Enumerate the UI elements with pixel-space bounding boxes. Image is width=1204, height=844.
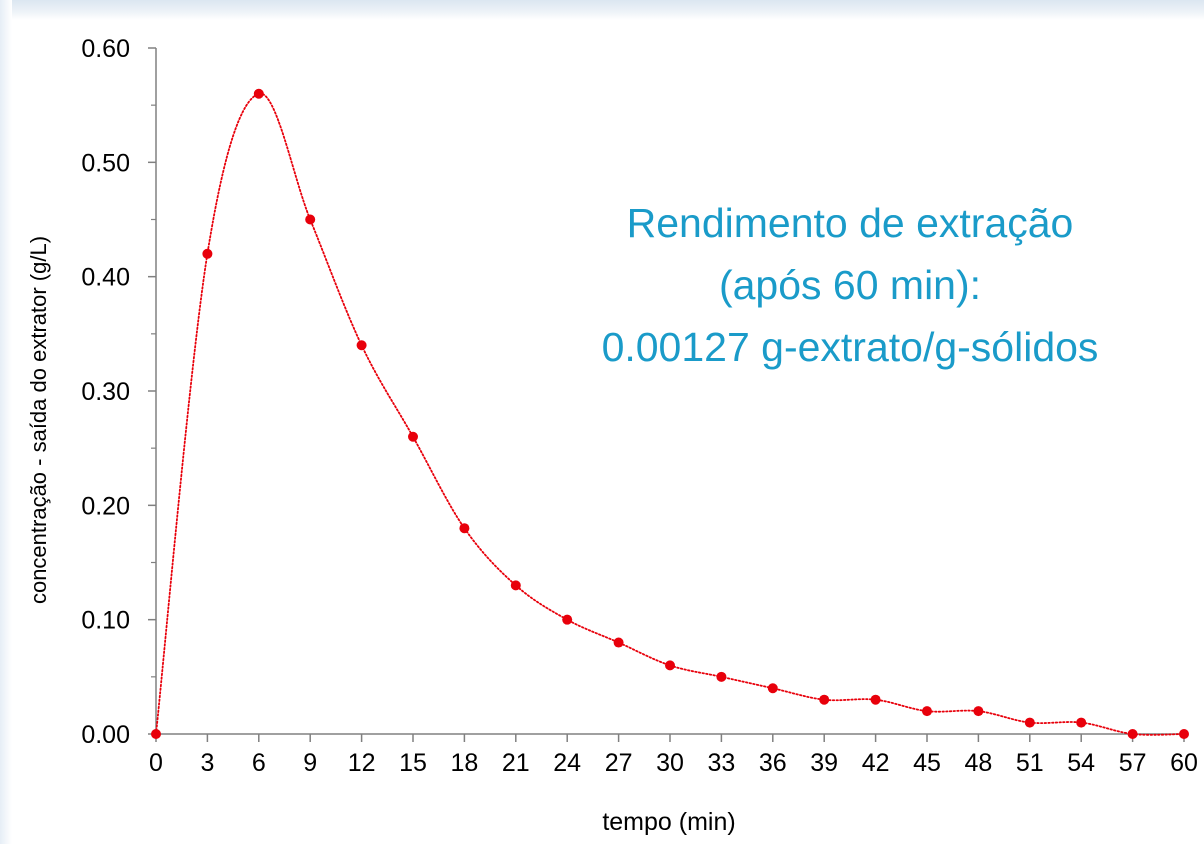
y-tick-label: 0.50	[81, 149, 130, 177]
data-point	[408, 431, 418, 442]
data-point	[1076, 717, 1087, 728]
annotation-line-2: (após 60 min):	[718, 262, 982, 308]
data-point	[151, 729, 161, 739]
x-axis-label: tempo (min)	[602, 808, 735, 836]
data-point	[922, 706, 932, 717]
y-tick-label: 0.60	[81, 35, 130, 63]
data-point	[716, 671, 727, 682]
series-line	[155, 92, 1185, 736]
x-tick-label: 39	[810, 749, 838, 777]
yield-annotation: Rendimento de extração (após 60 min): 0.…	[500, 192, 1200, 378]
background-top-band	[0, 0, 1204, 20]
x-tick-label: 30	[656, 749, 684, 777]
data-point	[819, 694, 830, 705]
data-point	[1179, 729, 1189, 739]
data-point	[202, 248, 213, 259]
x-tick-label: 0	[149, 749, 163, 777]
data-point	[1127, 729, 1138, 739]
data-point	[562, 614, 573, 625]
data-point	[665, 660, 675, 671]
x-tick-label: 12	[348, 749, 376, 777]
y-tick-label: 0.40	[81, 264, 130, 292]
series-layer	[151, 88, 1189, 739]
y-tick-label: 0.20	[81, 492, 130, 520]
x-tick-label: 54	[1067, 749, 1095, 777]
y-tick-label: 0.30	[81, 378, 130, 406]
annotation-line-3: 0.00127 g-extrato/g-sólidos	[601, 324, 1099, 370]
x-tick-label: 48	[964, 749, 992, 777]
data-point	[973, 706, 984, 717]
x-tick-label: 9	[303, 749, 317, 777]
x-ticks: 0 3 6 9 12 15 18 21 24 27 30 33 36 39 42 45 48 51 54 57 60	[149, 734, 1198, 777]
data-point	[253, 88, 264, 99]
x-tick-label: 60	[1170, 749, 1198, 777]
y-tick-label: 0.00	[81, 721, 130, 749]
data-point	[767, 683, 778, 694]
background-left-band	[0, 0, 12, 844]
axes	[155, 48, 1186, 735]
x-tick-label: 24	[553, 749, 581, 777]
x-tick-label: 27	[605, 749, 633, 777]
y-ticks: 0.00 0.10 0.20 0.30 0.40 0.50 0.60	[81, 35, 156, 749]
x-tick-label: 6	[252, 749, 266, 777]
x-tick-label: 51	[1016, 749, 1044, 777]
x-tick-label: 42	[862, 749, 890, 777]
x-tick-label: 57	[1119, 749, 1147, 777]
data-point	[459, 523, 470, 534]
x-tick-label: 45	[913, 749, 941, 777]
y-tick-label: 0.10	[81, 607, 130, 635]
x-tick-label: 36	[759, 749, 787, 777]
x-tick-label: 21	[502, 749, 530, 777]
data-point	[510, 580, 521, 591]
x-tick-label: 15	[399, 749, 427, 777]
data-point	[613, 637, 624, 648]
data-point	[870, 694, 881, 705]
data-point	[1024, 717, 1035, 728]
x-tick-label: 3	[200, 749, 214, 777]
x-tick-label: 18	[450, 749, 478, 777]
x-tick-label: 33	[707, 749, 735, 777]
data-point	[356, 340, 367, 351]
y-axis-label: concentração - saída do extrator (g/L)	[26, 236, 51, 604]
data-point	[305, 214, 316, 225]
annotation-line-1: Rendimento de extração	[626, 200, 1074, 246]
